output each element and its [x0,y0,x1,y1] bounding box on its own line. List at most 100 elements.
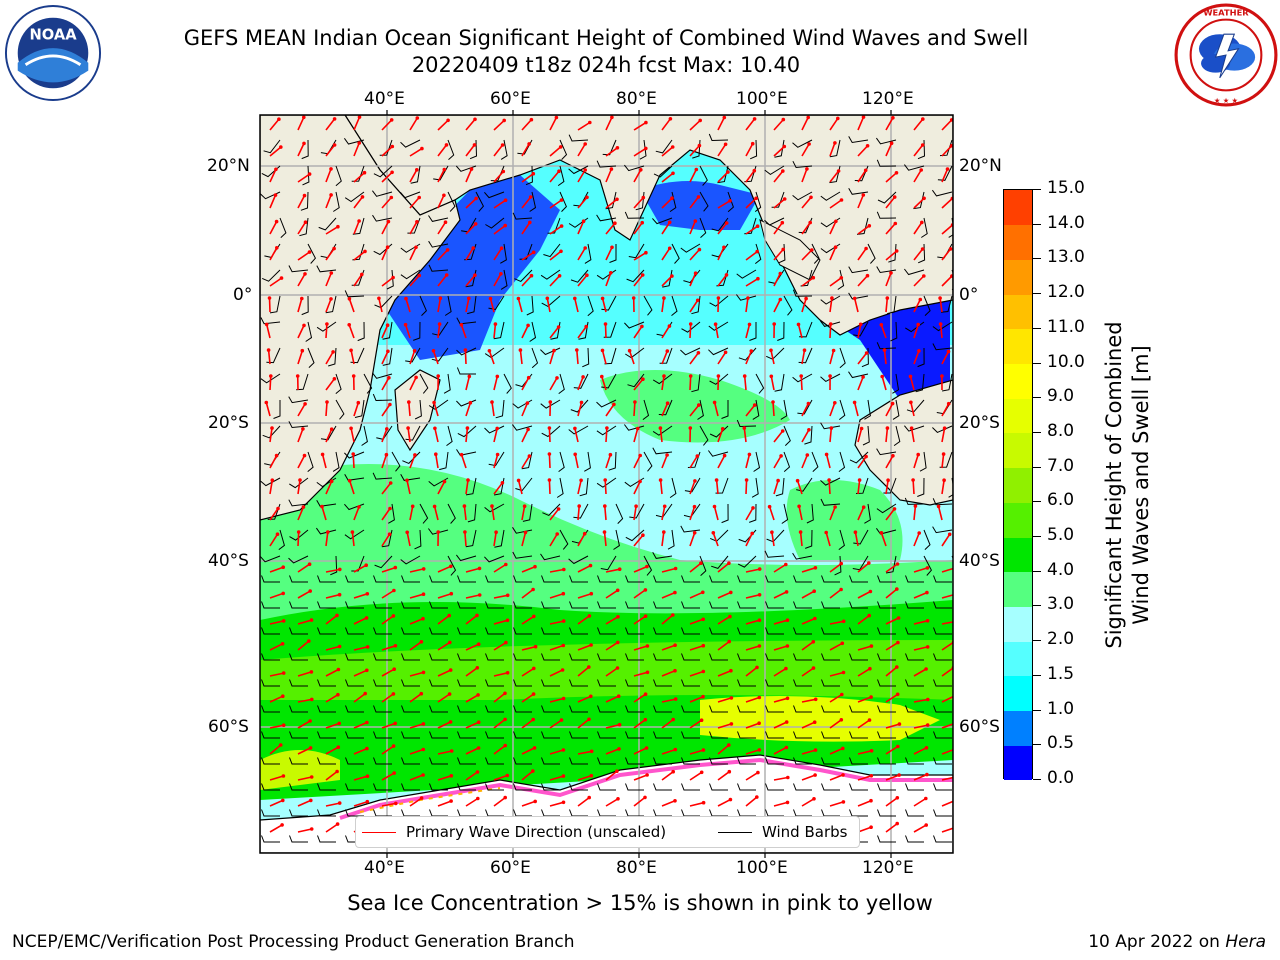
wave-direction-arrow [297,828,312,833]
wave-arrow-head [785,800,790,805]
wind-barb [513,783,532,791]
wave-direction-arrow [913,620,928,625]
lon-label-bottom-120e: 120°E [862,858,914,878]
wave-direction-arrow [745,696,760,703]
chart-subtitle: 20220409 t18z 024h fcst Max: 10.40 [411,53,801,77]
wind-barb [558,373,565,394]
wind-barb [345,783,364,791]
wind-barb [429,679,448,687]
wind-barb [529,191,537,212]
wave-direction-arrow [269,247,278,261]
wave-arrow-head [476,720,481,724]
wave-direction-arrow [773,248,784,261]
wind-barb [485,575,504,583]
wave-direction-arrow [465,797,479,807]
wave-direction-arrow [297,619,312,625]
wave-direction-arrow [857,826,872,833]
wave-direction-arrow [465,614,478,625]
wave-direction-arrow [605,723,620,729]
wave-arrow-head [670,274,674,278]
wave-direction-swatch [362,831,396,833]
wind-barb [849,575,868,583]
wave-arrow-head [949,144,953,148]
wave-direction-arrow [465,376,471,391]
wave-arrow-head [336,692,340,697]
wave-direction-arrow [493,454,499,469]
wave-arrow-head [839,561,843,566]
wave-arrow-head [701,617,705,622]
wind-barb [653,731,672,739]
wave-direction-arrow [913,532,920,547]
wave-arrow-head [415,168,419,172]
wave-direction-arrow [267,350,271,365]
wave-direction-arrow [941,275,953,287]
wave-arrow-head [895,665,899,669]
wind-barb [681,601,700,609]
wind-barb [792,289,813,297]
wind-barb [684,477,701,493]
wind-barb [261,705,280,713]
colorbar-segment [1004,606,1032,642]
wind-barb [754,243,762,264]
wave-direction-arrow [325,226,339,235]
wave-direction-arrow [689,719,703,729]
wave-arrow-head [605,426,609,430]
wave-direction-arrow [549,275,561,287]
wave-direction-arrow [745,225,759,235]
wave-arrow-head [264,322,269,327]
wave-arrow-head [356,400,361,405]
wave-direction-arrow [297,143,305,157]
wind-barb [514,269,533,282]
wave-arrow-head [942,426,947,431]
wave-arrow-head [581,219,586,223]
wave-arrow-head [617,747,621,751]
wind-barb [709,295,729,307]
wind-barb [749,503,757,523]
wave-direction-arrow [885,563,898,573]
wind-barb [541,783,560,791]
wave-arrow-head [275,532,280,536]
wave-arrow-head [390,144,395,149]
sea-ice-caption: Sea Ice Concentration > 15% is shown in … [347,891,933,915]
wave-arrow-head [337,721,342,726]
wave-arrow-head [394,801,398,806]
wind-barb [307,451,314,472]
wave-arrow-head [522,504,527,509]
wave-arrow-head [588,120,592,125]
wave-direction-arrow [745,250,758,261]
wind-barb [709,679,728,687]
wave-arrow-head [449,774,454,778]
wind-barb [569,705,588,713]
wave-arrow-head [726,170,730,174]
wave-arrow-head [936,504,941,509]
wave-direction-arrow [493,144,504,157]
wave-direction-arrow [297,563,311,573]
wave-direction-arrow [353,250,366,261]
wave-direction-arrow [743,376,747,391]
wave-direction-arrow [325,194,332,209]
wind-barb [680,525,701,533]
wave-direction-arrow [941,621,953,625]
wave-arrow-head [532,666,536,671]
wave-direction-arrow [381,350,389,365]
colorbar-segment [1004,294,1032,330]
colorbar-tick-label: 13.0 [1047,247,1085,268]
wind-barb [373,757,392,765]
wave-arrow-head [836,116,840,121]
wave-direction-arrow [409,221,418,235]
wave-arrow-head [270,478,275,483]
wave-direction-arrow [829,620,844,625]
colorbar-tick-label: 2.0 [1047,629,1075,650]
wave-arrow-head [673,799,677,803]
wave-direction-arrow [493,247,503,261]
wind-barb [446,425,453,447]
wind-barb [485,783,504,791]
wind-barb [653,705,672,713]
wave-arrow-head [364,563,369,567]
wind-barb [820,191,841,201]
wave-direction-arrow [717,798,731,807]
wave-arrow-head [309,618,314,622]
wave-direction-arrow [798,506,803,521]
wind-barb [569,783,588,791]
wind-barb [330,555,338,576]
